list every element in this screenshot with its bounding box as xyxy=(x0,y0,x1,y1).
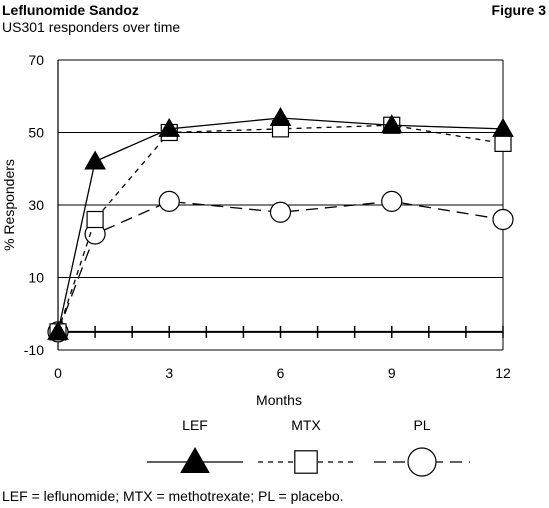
x-tick-label-12: 12 xyxy=(495,365,511,381)
legend-label-mtx: MTX xyxy=(291,417,321,433)
x-tick-label-6: 6 xyxy=(277,365,285,381)
series-line-lef xyxy=(57,117,504,333)
grid-lines xyxy=(58,59,503,278)
y-tick-label-30: 30 xyxy=(28,197,44,213)
chart-title: Leflunomide Sandoz xyxy=(2,2,139,18)
legend-item-pl: PL xyxy=(374,417,470,477)
legend-label-lef: LEF xyxy=(182,417,208,433)
series-pl xyxy=(47,190,514,343)
point-mtx-month-12 xyxy=(494,134,512,152)
point-pl-month-3 xyxy=(158,190,180,212)
chart-subtitle: US301 responders over time xyxy=(2,19,181,35)
legend-item-mtx: MTX xyxy=(258,417,354,474)
y-axis-label: % Responders xyxy=(1,159,17,251)
y-tick-label-50: 50 xyxy=(28,125,44,141)
point-pl-month-9 xyxy=(381,190,403,212)
series-layer xyxy=(47,106,514,343)
series-lef xyxy=(47,106,514,340)
series-line-mtx xyxy=(57,124,504,333)
legend-item-lef: LEF xyxy=(147,417,243,473)
y-tick-label-70: 70 xyxy=(28,52,44,68)
y-tick-label--10: -10 xyxy=(24,342,44,358)
point-lef-month-3 xyxy=(158,117,181,137)
x-axis-label: Months xyxy=(256,392,302,408)
point-lef-month-12 xyxy=(492,117,514,137)
point-mtx-month-1 xyxy=(86,210,104,229)
point-lef-month-9 xyxy=(380,114,403,134)
legend-marker-mtx xyxy=(294,450,318,474)
x-tick-label-3: 3 xyxy=(165,365,173,381)
legend-label-pl: PL xyxy=(413,417,430,433)
legend-marker-pl xyxy=(407,447,437,477)
point-lef-month-0 xyxy=(47,320,69,340)
point-pl-month-6 xyxy=(269,201,292,223)
footnote: LEF = leflunomide; MTX = methotrexate; P… xyxy=(2,488,344,504)
y-tick-label-10: 10 xyxy=(28,270,44,286)
x-tick-label-0: 0 xyxy=(54,365,62,381)
point-lef-month-1 xyxy=(84,150,106,170)
series-line-pl xyxy=(57,200,504,333)
legend: LEF MTX PL xyxy=(147,417,470,477)
legend-marker-lef xyxy=(180,446,210,473)
point-pl-month-12 xyxy=(492,208,514,231)
figure-label: Figure 3 xyxy=(491,2,546,18)
point-lef-month-6 xyxy=(269,106,292,126)
x-tick-label-9: 9 xyxy=(388,365,396,381)
